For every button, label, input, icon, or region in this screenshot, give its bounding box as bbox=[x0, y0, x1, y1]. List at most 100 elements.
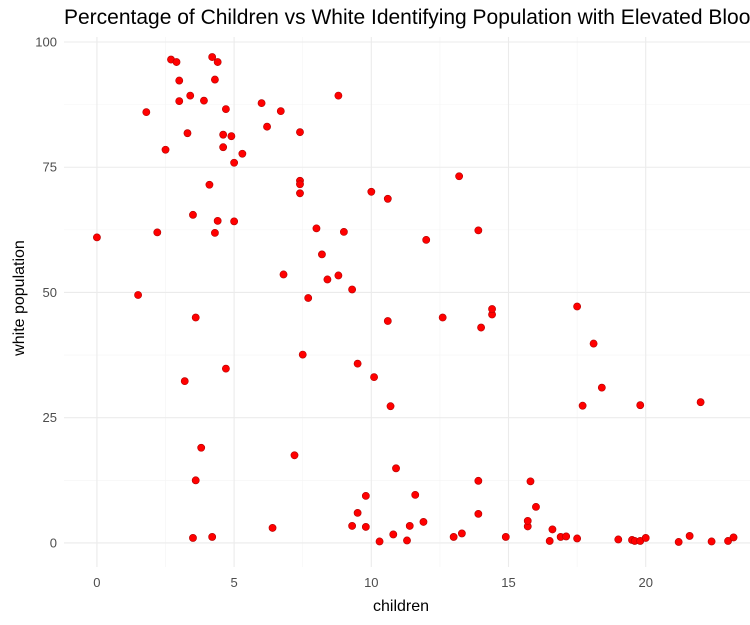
data-point bbox=[361, 523, 370, 531]
data-point bbox=[685, 532, 694, 540]
y-axis-ticks: 0 25 50 75 100 bbox=[35, 35, 57, 551]
data-point bbox=[548, 525, 557, 534]
data-point bbox=[290, 451, 299, 460]
data-point bbox=[449, 533, 458, 541]
data-point bbox=[724, 537, 732, 545]
data-point bbox=[142, 108, 151, 117]
data-point bbox=[227, 132, 236, 141]
data-point bbox=[238, 149, 247, 158]
data-point bbox=[221, 364, 230, 373]
data-point bbox=[304, 294, 313, 302]
data-points bbox=[93, 53, 738, 546]
data-point bbox=[197, 443, 206, 452]
x-axis-ticks: 0 5 10 15 20 bbox=[93, 575, 653, 590]
data-point bbox=[696, 398, 705, 407]
data-point bbox=[474, 226, 483, 235]
data-point bbox=[674, 538, 683, 546]
x-tick-label: 0 bbox=[93, 575, 100, 590]
data-point bbox=[153, 228, 162, 237]
data-point bbox=[312, 224, 321, 233]
data-point bbox=[422, 235, 431, 244]
data-point bbox=[189, 210, 197, 219]
data-point bbox=[257, 99, 266, 108]
data-point bbox=[389, 530, 398, 539]
data-point bbox=[263, 122, 271, 131]
data-point bbox=[172, 58, 181, 66]
y-tick-label: 50 bbox=[43, 285, 57, 300]
x-tick-label: 15 bbox=[501, 575, 515, 590]
data-point bbox=[318, 250, 326, 259]
data-point bbox=[523, 517, 532, 525]
data-point bbox=[457, 529, 466, 538]
data-point bbox=[411, 490, 420, 499]
data-point bbox=[562, 532, 571, 541]
data-point bbox=[419, 518, 428, 526]
data-point bbox=[707, 537, 716, 546]
data-point bbox=[532, 502, 540, 511]
data-point bbox=[636, 401, 645, 410]
x-tick-label: 5 bbox=[231, 575, 238, 590]
data-point bbox=[578, 401, 587, 410]
data-point bbox=[296, 189, 304, 198]
data-point bbox=[279, 270, 288, 279]
data-point bbox=[375, 537, 384, 546]
data-point bbox=[175, 76, 184, 85]
data-point bbox=[405, 522, 414, 530]
data-point bbox=[200, 96, 208, 105]
data-point bbox=[191, 476, 200, 485]
data-point bbox=[526, 477, 535, 486]
data-point bbox=[474, 509, 483, 518]
data-point bbox=[367, 187, 376, 196]
data-point bbox=[573, 302, 582, 311]
x-tick-label: 20 bbox=[638, 575, 652, 590]
data-point bbox=[501, 533, 510, 541]
data-point bbox=[296, 128, 304, 137]
data-point bbox=[597, 383, 606, 392]
data-point bbox=[353, 359, 362, 368]
data-point bbox=[230, 158, 239, 167]
data-point bbox=[334, 271, 343, 280]
data-point bbox=[134, 291, 142, 299]
data-point bbox=[545, 537, 554, 545]
data-point bbox=[348, 285, 357, 294]
data-point bbox=[455, 172, 464, 181]
data-point bbox=[392, 464, 400, 473]
data-point bbox=[189, 534, 197, 542]
data-point bbox=[334, 91, 343, 100]
data-point bbox=[180, 377, 189, 386]
chart-title: Percentage of Children vs White Identify… bbox=[64, 6, 750, 29]
data-point bbox=[219, 143, 228, 152]
data-point bbox=[208, 53, 217, 61]
data-point bbox=[348, 522, 357, 530]
data-point bbox=[383, 317, 392, 325]
data-point bbox=[353, 508, 362, 517]
data-point bbox=[589, 339, 598, 348]
data-point bbox=[477, 323, 485, 332]
data-point bbox=[213, 216, 222, 225]
data-point bbox=[219, 130, 228, 139]
x-axis-title: children bbox=[373, 598, 429, 615]
data-point bbox=[729, 533, 738, 542]
data-point bbox=[438, 313, 447, 322]
data-point bbox=[573, 534, 582, 543]
data-point bbox=[93, 233, 101, 242]
data-point bbox=[383, 194, 392, 203]
data-point bbox=[386, 402, 395, 411]
data-point bbox=[488, 305, 496, 313]
y-tick-label: 0 bbox=[50, 535, 57, 550]
y-axis-title: white population bbox=[11, 240, 28, 357]
data-point bbox=[339, 227, 348, 236]
data-point bbox=[298, 350, 307, 359]
data-point bbox=[474, 476, 483, 485]
data-point bbox=[361, 491, 370, 500]
data-point bbox=[221, 105, 230, 114]
y-tick-label: 100 bbox=[35, 35, 57, 50]
data-point bbox=[211, 75, 219, 84]
data-point bbox=[186, 91, 195, 100]
data-point bbox=[230, 217, 239, 226]
data-point bbox=[208, 533, 217, 541]
data-point bbox=[268, 524, 277, 532]
data-point bbox=[213, 58, 222, 66]
data-point bbox=[161, 145, 170, 154]
